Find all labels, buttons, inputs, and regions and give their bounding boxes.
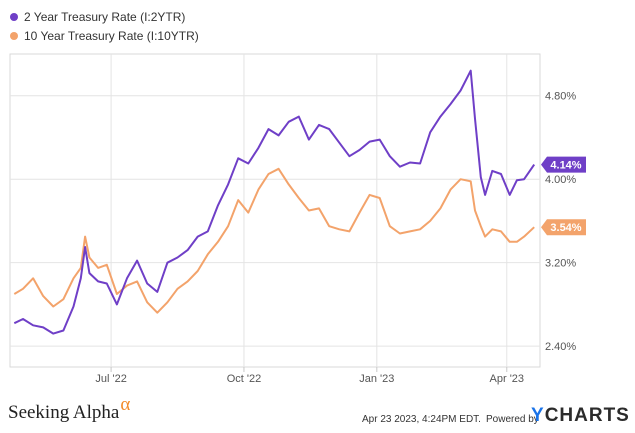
series-line-2yr bbox=[13, 69, 536, 335]
plot-frame bbox=[9, 53, 541, 368]
x-tick-label: Apr '23 bbox=[490, 373, 525, 385]
legend-label-2yr: 2 Year Treasury Rate (I:2YTR) bbox=[24, 10, 186, 24]
seeking-alpha-logo: Seeking Alphaα bbox=[8, 394, 131, 423]
powered-by-label: Powered by bbox=[486, 414, 539, 425]
ycharts-logo: YCHARTS bbox=[531, 405, 630, 426]
x-tick-label: Oct '22 bbox=[227, 373, 262, 385]
x-axis: Jul '22 Oct '22 Jan '23 Apr '23 bbox=[95, 373, 524, 385]
legend-marker-10yr bbox=[10, 32, 18, 40]
legend-item-10yr[interactable]: 10 Year Treasury Rate (I:10YTR) bbox=[10, 29, 199, 43]
x-tick-label: Jan '23 bbox=[359, 373, 394, 385]
legend-label-10yr: 10 Year Treasury Rate (I:10YTR) bbox=[24, 29, 199, 43]
end-badge-label: 3.54% bbox=[550, 222, 581, 234]
legend-marker-2yr bbox=[10, 13, 18, 21]
y-axis: 2.40% 3.20% 4.00% 4.80% bbox=[545, 91, 576, 353]
y-tick-label: 3.20% bbox=[545, 258, 576, 270]
end-badge-bg bbox=[541, 156, 586, 173]
y-tick-label: 4.00% bbox=[545, 174, 576, 186]
series-line-10yr bbox=[13, 167, 535, 314]
end-badge-bg bbox=[541, 219, 586, 236]
y-tick-label: 4.80% bbox=[545, 91, 576, 103]
end-badge-label: 4.14% bbox=[550, 160, 581, 172]
chart-series bbox=[13, 69, 536, 335]
end-badge-10yr: 3.54% bbox=[541, 219, 586, 236]
y-tick-label: 2.40% bbox=[545, 341, 576, 353]
legend-item-2yr[interactable]: 2 Year Treasury Rate (I:2YTR) bbox=[10, 10, 185, 24]
chart-grid bbox=[9, 53, 541, 372]
timestamp: Apr 23 2023, 4:24PM EDT. bbox=[362, 414, 481, 425]
x-tick-label: Jul '22 bbox=[95, 373, 126, 385]
end-badge-2yr: 4.14% bbox=[541, 156, 586, 173]
end-labels: 4.14% 3.54% bbox=[541, 156, 586, 236]
